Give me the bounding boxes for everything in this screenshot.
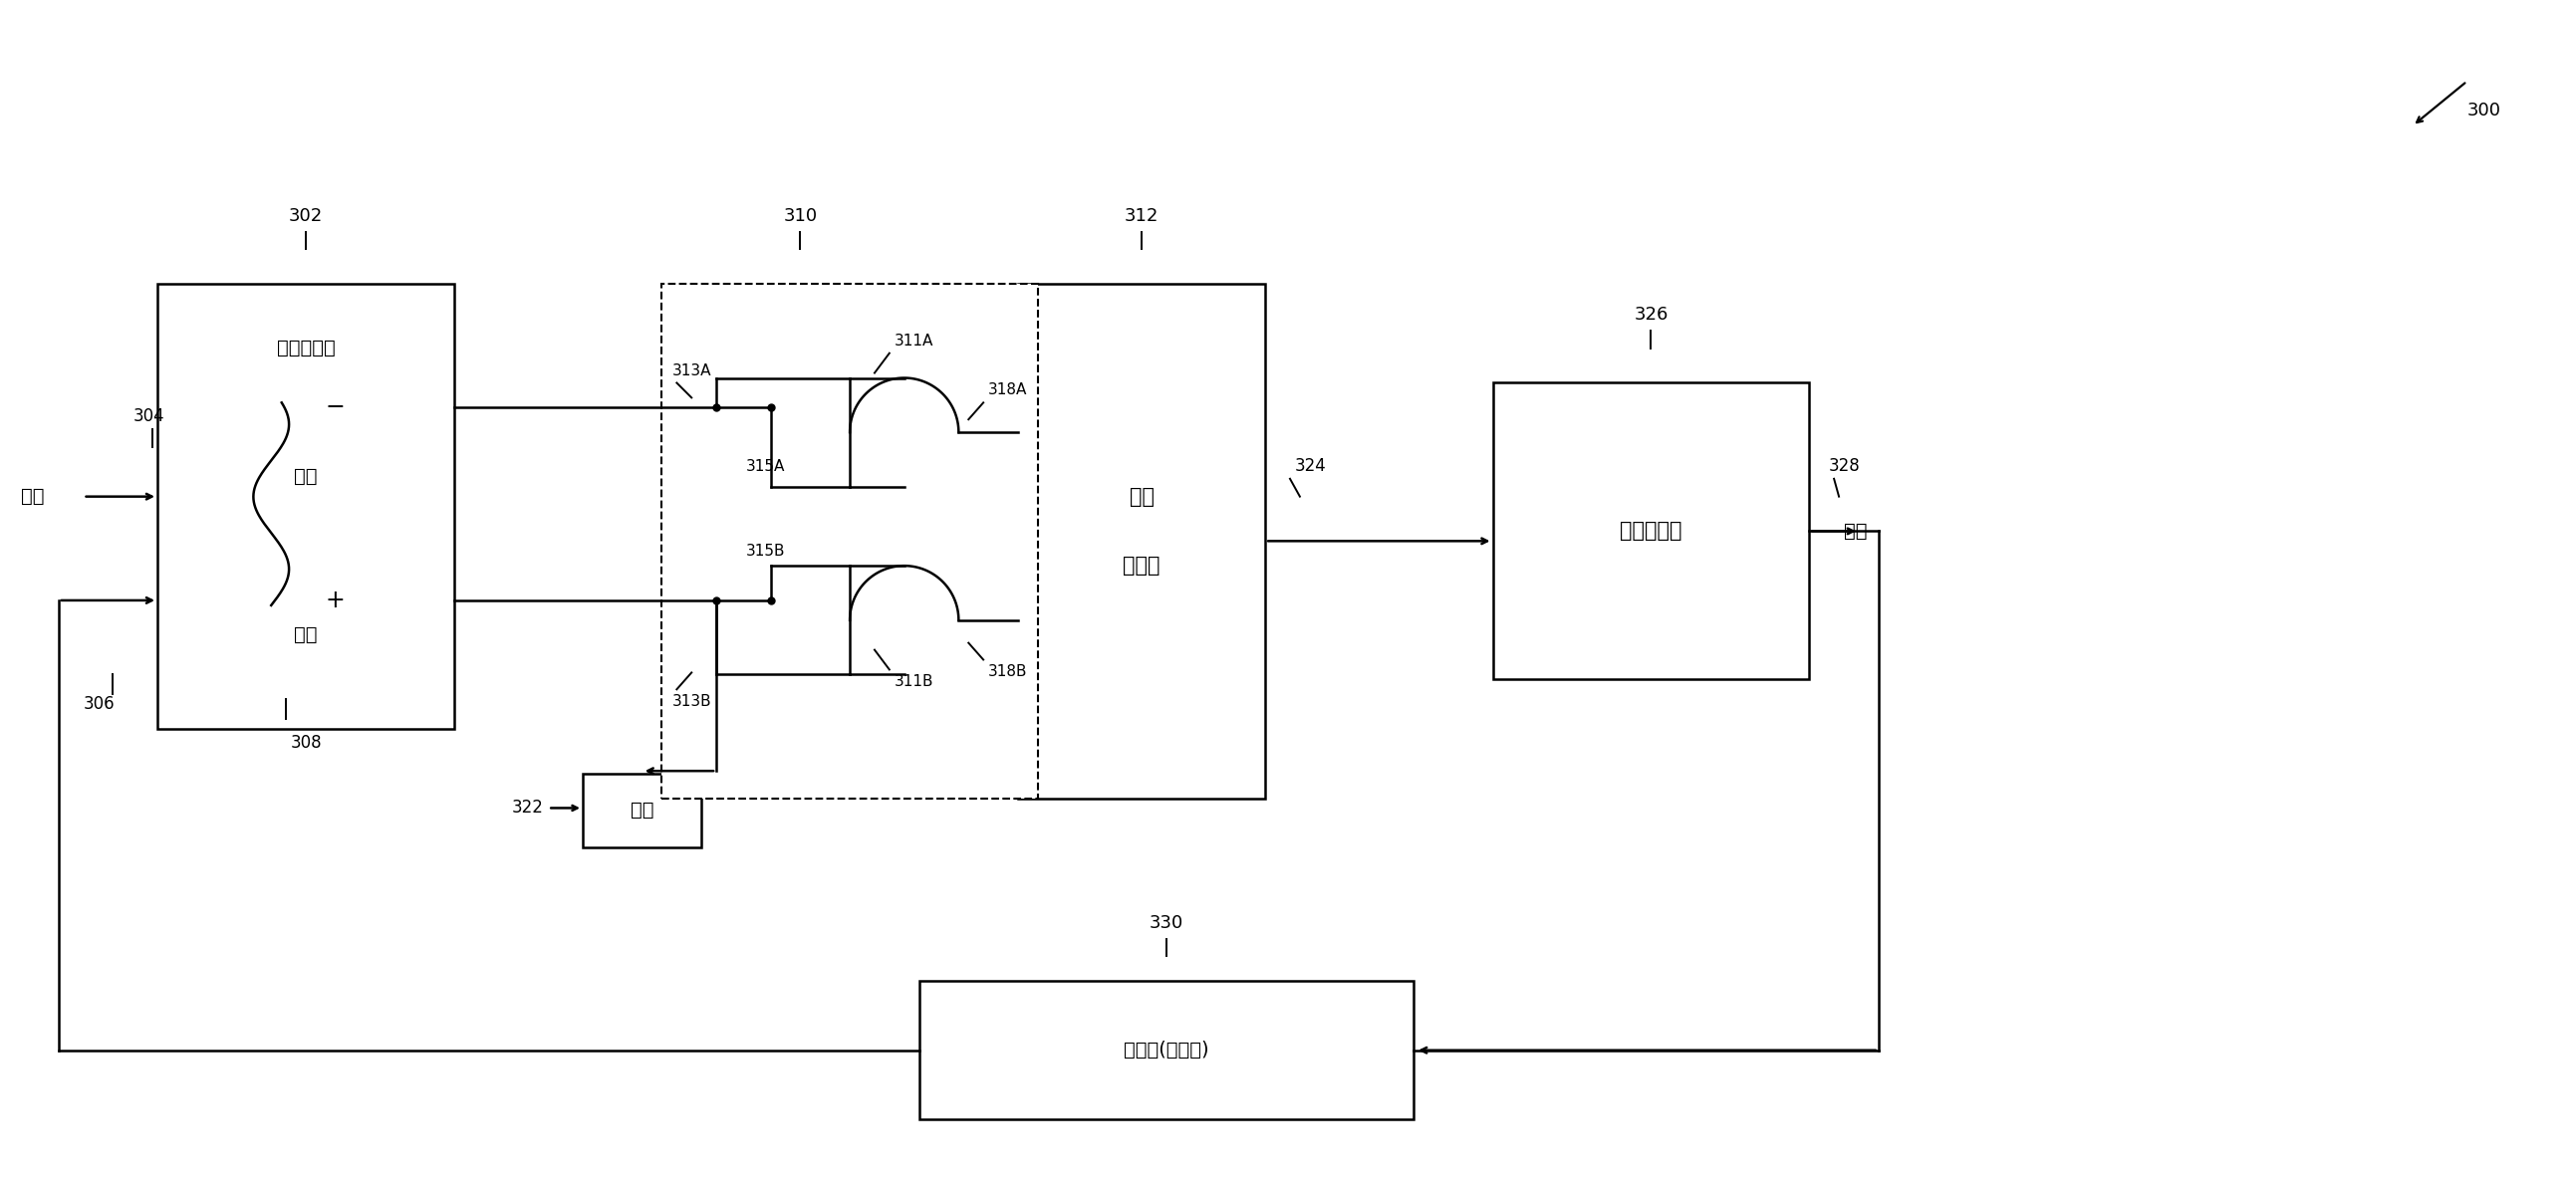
Text: 322: 322 xyxy=(513,799,544,818)
Text: 328: 328 xyxy=(1829,457,1860,475)
Bar xyxy=(920,981,1414,1119)
Text: 324: 324 xyxy=(1296,457,1327,475)
Text: 311B: 311B xyxy=(894,675,933,689)
Text: 311A: 311A xyxy=(894,333,933,349)
Text: 滤波器: 滤波器 xyxy=(1123,556,1159,576)
Text: 312: 312 xyxy=(1126,206,1159,225)
Text: 保持: 保持 xyxy=(631,801,654,820)
Text: 输入: 输入 xyxy=(21,487,44,507)
Text: 308: 308 xyxy=(291,734,322,752)
Text: 313B: 313B xyxy=(672,694,711,709)
Text: 326: 326 xyxy=(1633,305,1669,324)
Text: 306: 306 xyxy=(82,695,116,713)
Text: 318B: 318B xyxy=(989,664,1028,680)
Text: +: + xyxy=(325,589,345,613)
Text: 304: 304 xyxy=(134,408,165,425)
Text: 330: 330 xyxy=(1149,914,1182,932)
Text: 318A: 318A xyxy=(989,383,1028,398)
Text: 基准: 基准 xyxy=(294,468,317,487)
Text: 315A: 315A xyxy=(747,459,786,475)
Bar xyxy=(1492,383,1808,680)
Text: 分频器(可选的): 分频器(可选的) xyxy=(1123,1041,1208,1060)
Text: 302: 302 xyxy=(289,206,322,225)
Text: 环路: 环路 xyxy=(1128,487,1154,507)
Text: 输出: 输出 xyxy=(1844,522,1868,541)
Text: 反馈: 反馈 xyxy=(294,626,317,644)
Text: −: − xyxy=(325,396,345,419)
Text: 310: 310 xyxy=(783,206,817,225)
Bar xyxy=(582,774,701,847)
Text: 300: 300 xyxy=(2468,102,2501,120)
Bar xyxy=(1018,284,1265,799)
Text: 315B: 315B xyxy=(747,543,786,558)
Bar xyxy=(157,284,453,729)
Bar xyxy=(662,284,1038,799)
Text: 313A: 313A xyxy=(672,363,711,378)
Text: 压控振荡器: 压控振荡器 xyxy=(1620,521,1682,541)
Text: 相位检测器: 相位检测器 xyxy=(276,339,335,358)
